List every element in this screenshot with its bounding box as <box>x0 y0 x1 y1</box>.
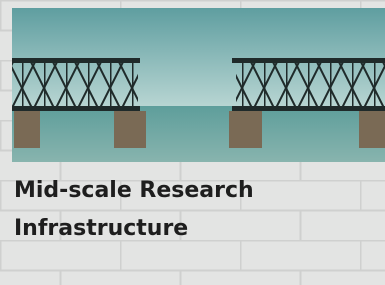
card: Mid-scale Research Infrastructure (() =>… <box>0 0 385 285</box>
page: Card {"card": {"title": "Mid-scale Resea… <box>0 0 385 285</box>
card-title: Mid-scale Research Infrastructure <box>14 172 314 248</box>
photo <box>12 8 385 162</box>
